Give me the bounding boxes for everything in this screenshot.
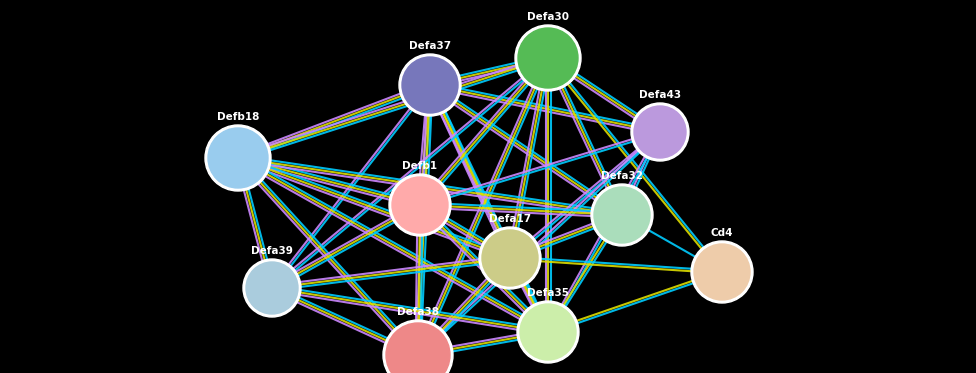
Circle shape — [591, 184, 653, 246]
Circle shape — [634, 106, 686, 158]
Circle shape — [208, 128, 268, 188]
Circle shape — [694, 244, 750, 300]
Text: Defa39: Defa39 — [251, 246, 293, 256]
Circle shape — [479, 227, 541, 289]
Circle shape — [386, 323, 450, 373]
Circle shape — [383, 320, 453, 373]
Circle shape — [389, 174, 451, 236]
Circle shape — [631, 103, 689, 161]
Text: Defa17: Defa17 — [489, 214, 531, 224]
Circle shape — [205, 125, 271, 191]
Circle shape — [392, 177, 448, 233]
Circle shape — [399, 54, 461, 116]
Text: Defb18: Defb18 — [217, 112, 260, 122]
Circle shape — [482, 230, 538, 286]
Circle shape — [515, 25, 581, 91]
Circle shape — [243, 259, 301, 317]
Text: Defa38: Defa38 — [397, 307, 439, 317]
Circle shape — [520, 304, 576, 360]
Text: Defa35: Defa35 — [527, 288, 569, 298]
Text: Defa30: Defa30 — [527, 12, 569, 22]
Circle shape — [518, 28, 578, 88]
Text: Defa43: Defa43 — [639, 90, 681, 100]
Text: Defa37: Defa37 — [409, 41, 451, 51]
Circle shape — [402, 57, 458, 113]
Text: Cd4: Cd4 — [711, 228, 733, 238]
Text: Defb1: Defb1 — [402, 161, 437, 171]
Circle shape — [517, 301, 579, 363]
Circle shape — [246, 262, 298, 314]
Text: Defa32: Defa32 — [601, 171, 643, 181]
Circle shape — [594, 187, 650, 243]
Circle shape — [691, 241, 753, 303]
